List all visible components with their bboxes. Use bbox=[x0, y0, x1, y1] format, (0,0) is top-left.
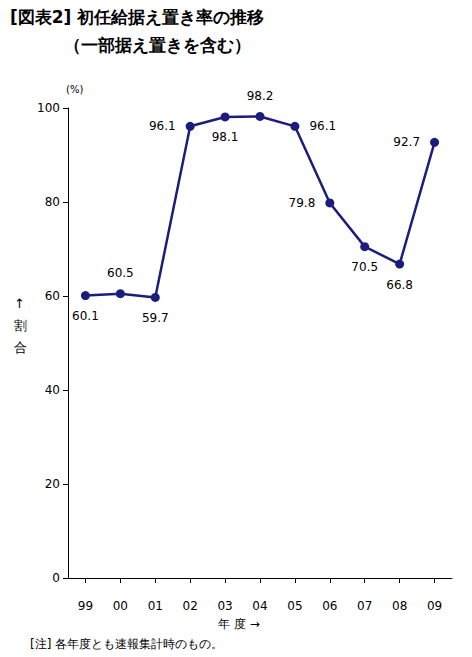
svg-text:60.1: 60.1 bbox=[72, 309, 99, 323]
svg-text:割: 割 bbox=[14, 318, 27, 333]
svg-text:08: 08 bbox=[392, 599, 407, 613]
svg-text:0: 0 bbox=[52, 571, 60, 585]
svg-text:00: 00 bbox=[113, 599, 128, 613]
svg-text:79.8: 79.8 bbox=[289, 196, 316, 210]
svg-text:02: 02 bbox=[183, 599, 198, 613]
svg-text:98.1: 98.1 bbox=[212, 130, 239, 144]
svg-text:20: 20 bbox=[45, 477, 60, 491]
svg-text:03: 03 bbox=[217, 599, 232, 613]
svg-text:66.8: 66.8 bbox=[386, 278, 413, 292]
svg-text:04: 04 bbox=[252, 599, 267, 613]
svg-text:60.5: 60.5 bbox=[107, 266, 134, 280]
svg-text:05: 05 bbox=[287, 599, 302, 613]
svg-text:70.5: 70.5 bbox=[351, 260, 378, 274]
svg-text:06: 06 bbox=[322, 599, 337, 613]
svg-text:40: 40 bbox=[45, 383, 60, 397]
svg-text:年 度 →: 年 度 → bbox=[218, 617, 260, 631]
svg-text:01: 01 bbox=[148, 599, 163, 613]
svg-text:96.1: 96.1 bbox=[309, 119, 336, 133]
svg-text:92.7: 92.7 bbox=[393, 135, 420, 149]
svg-text:（一部据え置きを含む）: （一部据え置きを含む） bbox=[64, 35, 251, 55]
svg-text:98.2: 98.2 bbox=[247, 89, 274, 103]
svg-text:59.7: 59.7 bbox=[142, 311, 169, 325]
svg-text:(%): (%) bbox=[66, 84, 83, 95]
svg-text:↑: ↑ bbox=[14, 296, 25, 311]
svg-text:96.1: 96.1 bbox=[149, 119, 176, 133]
svg-text:[注] 各年度とも速報集計時のもの。: [注] 各年度とも速報集計時のもの。 bbox=[30, 637, 223, 651]
svg-text:09: 09 bbox=[427, 599, 442, 613]
svg-text:合: 合 bbox=[14, 340, 27, 355]
svg-text:80: 80 bbox=[45, 195, 60, 209]
svg-text:[図表2] 初任給据え置き率の推移: [図表2] 初任給据え置き率の推移 bbox=[10, 7, 264, 27]
svg-text:07: 07 bbox=[357, 599, 372, 613]
svg-text:99: 99 bbox=[78, 599, 93, 613]
svg-text:100: 100 bbox=[37, 101, 60, 115]
svg-text:60: 60 bbox=[45, 289, 60, 303]
